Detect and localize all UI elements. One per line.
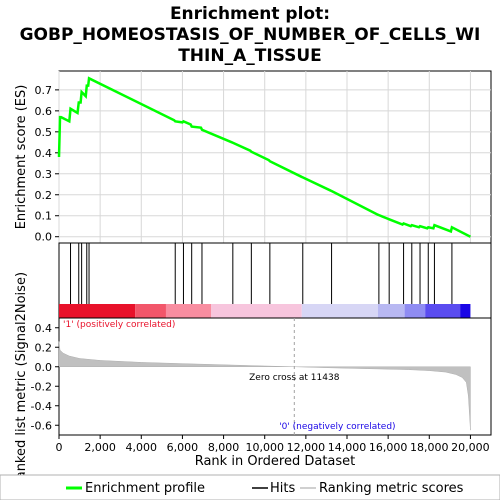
rank-colorbar: [59, 304, 471, 318]
colorbar-segment: [460, 304, 471, 318]
hits-panel: [58, 242, 492, 319]
chart-title-line-2: GOBP_HOMEOSTASIS_OF_NUMBER_OF_CELLS_WI: [20, 25, 481, 45]
rank-y-tick-label: -0.2: [31, 380, 52, 393]
rank-panel-frame: [58, 317, 492, 436]
es-y-tick-label: 0.7: [35, 84, 53, 97]
rank-y-tick-label: -0.6: [31, 419, 52, 432]
rank-x-axis: 0 2,000 4,000 6,000 8,000 10,000 12,000 14,000 1…: [56, 435, 490, 454]
enrichment-score-panel: 0.0 0.1 0.2 0.3 0.4 0.5 0.6 0.7 Enrichment scor…: [14, 70, 492, 244]
rank-y-axis: -0.6 -0.4 -0.2 0.0 0.2 0.4: [31, 322, 59, 432]
es-y-tick-label: 0.6: [35, 105, 53, 118]
rank-y-axis-label: Ranked list metric (Signal2Noise): [14, 272, 29, 488]
zero-cross-label: Zero cross at 11438: [249, 373, 340, 383]
es-y-axis: 0.0 0.1 0.2 0.3 0.4 0.5 0.6 0.7: [35, 84, 59, 244]
es-y-tick-label: 0.2: [35, 189, 53, 202]
es-y-tick-label: 0.4: [35, 147, 53, 160]
x-tick-label: 12,000: [287, 441, 326, 454]
es-y-tick-label: 0.5: [35, 126, 53, 139]
rank-y-tick-label: 0.0: [35, 361, 53, 374]
hit-markers: [58, 243, 453, 304]
x-tick-label: 4,000: [126, 441, 158, 454]
es-y-tick-label: 0.1: [35, 210, 53, 223]
colorbar-segment: [404, 304, 426, 318]
colorbar-segment: [425, 304, 461, 318]
legend-label-enrichment-profile: Enrichment profile: [85, 481, 205, 496]
es-y-tick-label: 0.0: [35, 231, 53, 244]
es-gridlines: [58, 71, 491, 243]
rank-y-tick-label: 0.4: [35, 322, 53, 335]
x-tick-label: 2,000: [84, 441, 116, 454]
colorbar-segment: [59, 304, 136, 318]
enrichment-profile-line: [57, 76, 471, 238]
x-axis-label: Rank in Ordered Dataset: [195, 454, 356, 469]
x-tick-label: 6,000: [167, 441, 199, 454]
colorbar-segment: [211, 304, 302, 318]
ranked-metric-panel: Zero cross at 11438 '1' (positively corr…: [14, 272, 492, 488]
ranking-metric-area: [58, 341, 471, 431]
rank-y-tick-label: 0.2: [35, 341, 53, 354]
es-y-axis-label: Enrichment score (ES): [14, 85, 29, 230]
colorbar-segment: [377, 304, 405, 318]
es-y-tick-label: 0.3: [35, 168, 53, 181]
colorbar-segment: [165, 304, 212, 318]
x-tick-label: 14,000: [328, 441, 367, 454]
chart-title-line-3: THIN_A_TISSUE: [178, 46, 322, 66]
rank-y-tick-label: -0.4: [31, 400, 52, 413]
colorbar-segment: [135, 304, 166, 318]
legend-label-ranking-metric: Ranking metric scores: [319, 481, 464, 496]
colorbar-segment: [301, 304, 378, 318]
x-tick-label: 0: [56, 441, 63, 454]
x-tick-label: 16,000: [369, 441, 408, 454]
chart-title-line-1: Enrichment plot:: [170, 4, 330, 24]
x-tick-label: 10,000: [245, 441, 284, 454]
positive-correlation-label: '1' (positively correlated): [63, 320, 175, 330]
x-tick-label: 20,000: [451, 441, 490, 454]
negative-correlation-label: '0' (negatively correlated): [279, 422, 395, 432]
x-tick-label: 18,000: [410, 441, 449, 454]
legend-label-hits: Hits: [270, 481, 295, 496]
x-tick-label: 8,000: [208, 441, 240, 454]
chart-legend: Enrichment profile Hits Ranking metric s…: [0, 474, 500, 500]
legend-frame: [0, 474, 500, 500]
